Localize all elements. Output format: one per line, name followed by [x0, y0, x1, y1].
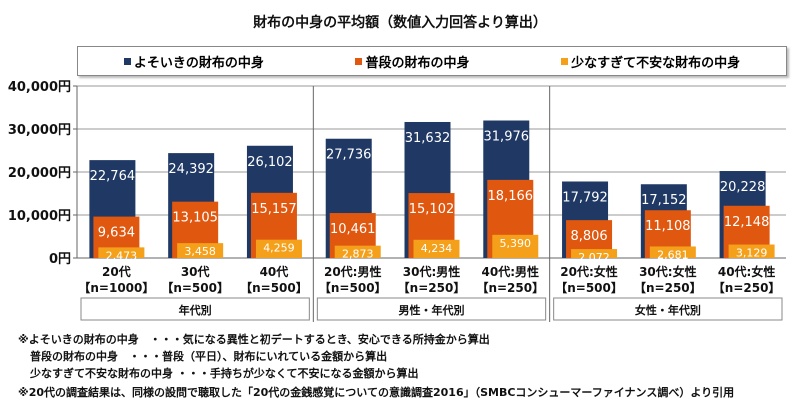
sample-size-label: 【n=1000】: [78, 280, 154, 295]
sample-size-label: 【n=250】: [398, 280, 466, 295]
y-tick-label: 20,000円: [8, 166, 71, 181]
data-label: 9,634: [98, 226, 135, 241]
bar: [334, 245, 381, 258]
legend-label: 普段の財布の中身: [365, 55, 470, 71]
legend-swatch: [355, 57, 363, 65]
legend-swatch: [561, 57, 569, 65]
sample-size-label: 【n=250】: [713, 280, 781, 295]
data-label: 15,157: [251, 202, 297, 217]
data-label: 2,473: [106, 249, 138, 262]
bar: [255, 239, 302, 258]
data-label: 26,102: [247, 155, 293, 170]
group-label: 男性・年代別: [399, 303, 465, 317]
chart-title: 財布の中身の平均額（数値入力回答より算出）: [253, 15, 547, 31]
footnote: ※よそいきの財布の中身 ・・・気になる異性と初デートするとき、安心できる所持金か…: [18, 333, 490, 346]
data-label: 17,792: [562, 190, 608, 205]
footnote: 普段の財布の中身 ・・・普段（平日）、財布にいれている金額から算出: [30, 350, 388, 363]
group-box: [316, 297, 547, 321]
data-label: 10,461: [330, 222, 376, 237]
legend-label: よそいきの財布の中身: [133, 55, 264, 71]
data-label: 2,681: [657, 248, 689, 261]
legend-label: 少なすぎて不安な財布の中身: [571, 55, 741, 71]
x-tick-label: 40代: [260, 264, 289, 279]
group-label: 年代別: [179, 303, 212, 317]
data-label: 24,392: [168, 162, 214, 177]
sample-size-label: 【n=500】: [319, 280, 387, 295]
y-tick-label: 40,000円: [8, 80, 71, 95]
sample-size-label: 【n=250】: [634, 280, 702, 295]
x-tick-label: 20代:男性: [324, 264, 382, 279]
data-label: 31,632: [405, 131, 451, 146]
legend: よそいきの財布の中身 普段の財布の中身 少なすぎて不安な財布の中身: [77, 46, 787, 76]
bar: [728, 244, 775, 258]
data-label: 2,072: [578, 251, 610, 264]
data-label: 5,390: [500, 237, 532, 250]
data-label: 20,228: [720, 180, 766, 195]
x-tick-label: 30代:男性: [403, 264, 461, 279]
bar: [98, 247, 145, 258]
x-tick-label: 40代:男性: [482, 264, 540, 279]
footnote: 少なすぎて不安な財布の中身 ・・・手持ちが少なくて不安になる金額から算出: [30, 367, 419, 380]
x-tick-label: 20代: [102, 264, 131, 279]
data-label: 12,148: [724, 215, 770, 230]
data-label: 4,234: [421, 242, 453, 255]
legend-item-minimum: 少なすぎて不安な財布の中身: [561, 52, 740, 71]
y-tick-label: 30,000円: [8, 123, 71, 138]
group-box: [80, 297, 310, 321]
sample-size-label: 【n=500】: [555, 280, 623, 295]
data-label: 11,108: [645, 219, 691, 234]
data-label: 13,105: [172, 211, 218, 226]
y-tick-label: 10,000円: [8, 209, 71, 224]
x-tick-label: 40代:女性: [718, 264, 776, 279]
data-label: 8,806: [570, 229, 607, 244]
data-label: 2,873: [342, 248, 374, 261]
data-label: 4,259: [263, 242, 295, 255]
group-label: 女性・年代別: [635, 303, 701, 317]
x-tick-label: 30代:女性: [639, 264, 697, 279]
bar: [413, 239, 460, 258]
data-label: 31,976: [484, 130, 530, 145]
data-label: 3,129: [736, 247, 768, 260]
bar: [492, 234, 539, 258]
legend-item-usual: 普段の財布の中身: [355, 52, 469, 71]
bar: [649, 246, 696, 258]
sample-size-label: 【n=500】: [161, 280, 229, 295]
data-label: 22,764: [90, 169, 136, 184]
x-tick-label: 30代: [181, 264, 210, 279]
data-label: 15,102: [409, 202, 455, 217]
data-label: 18,166: [488, 189, 534, 204]
group-box: [553, 297, 783, 321]
legend-item-dressy: よそいきの財布の中身: [123, 52, 264, 71]
footnote: ※20代の調査結果は、同様の設問で聴取した「20代の金銭感覚についての意識調査2…: [18, 386, 735, 399]
sample-size-label: 【n=500】: [240, 280, 308, 295]
data-label: 27,736: [326, 148, 372, 163]
x-tick-label: 20代:女性: [560, 264, 618, 279]
data-label: 17,152: [641, 193, 687, 208]
y-tick-label: 0円: [49, 252, 71, 267]
bar: [571, 249, 618, 258]
sample-size-label: 【n=250】: [476, 280, 544, 295]
data-label: 3,458: [184, 245, 216, 258]
legend-swatch: [123, 57, 131, 65]
bar: [177, 243, 224, 258]
